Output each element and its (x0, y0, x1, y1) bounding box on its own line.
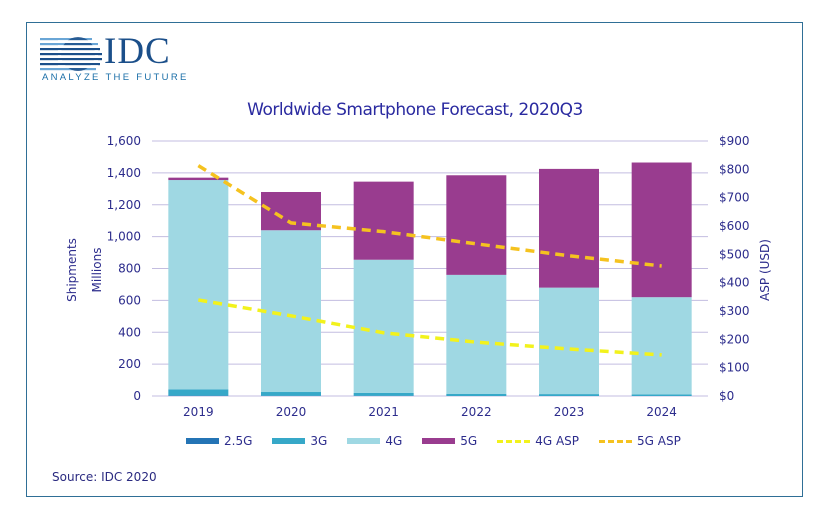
bar-4g (631, 297, 692, 395)
bar-3g (539, 394, 599, 396)
bar-5g (168, 177, 229, 181)
y-tick-label: 1,200 (107, 198, 141, 212)
legend-item-4g: 4G (347, 434, 402, 448)
logo-text: IDC (104, 31, 171, 72)
bar-3g (353, 392, 414, 396)
y2-tick-label: $0 (719, 389, 734, 403)
bar-5g (539, 168, 599, 288)
legend-item-5g: 5G (422, 434, 477, 448)
idc-logo-globe-icon (40, 37, 102, 71)
legend-item-2-5g: 2.5G (186, 434, 252, 448)
legend-swatch-4g-asp (497, 439, 531, 443)
bar-5g (353, 181, 414, 260)
x-tick-label: 2024 (646, 405, 677, 419)
legend-label: 3G (310, 434, 328, 448)
x-tick-label: 2020 (276, 405, 307, 419)
bar-4g (168, 180, 229, 390)
bar-4g (446, 274, 507, 394)
legend-label: 4G ASP (535, 434, 580, 448)
bar-5g (446, 175, 507, 275)
legend-swatch-4g (347, 438, 381, 444)
bar-4g (261, 230, 321, 393)
y2-tick-label: $300 (719, 304, 750, 318)
line-5g-asp (197, 164, 662, 268)
legend-label: 5G ASP (637, 434, 681, 448)
bar-4g (539, 287, 599, 395)
y-tick-label: 1,400 (107, 166, 141, 180)
chart-frame (26, 22, 803, 497)
legend-swatch-5g (422, 438, 456, 444)
y-tick-label: 1,000 (107, 230, 141, 244)
bar-5g (631, 162, 692, 298)
line-4g-asp (198, 298, 662, 357)
bar-3g (631, 394, 692, 396)
y2-tick-label: $700 (719, 191, 750, 205)
bar-3g (446, 393, 507, 396)
legend-label: 2.5G (224, 434, 253, 448)
x-tick-label: 2023 (554, 405, 585, 419)
legend-item-3g: 3G (272, 434, 327, 448)
x-tick-label: 2021 (368, 405, 399, 419)
y-tick-label: 400 (118, 325, 141, 339)
legend: 2.5G 3G 4G 5G 4G ASP 5G ASP (186, 434, 701, 448)
legend-swatch-5g-asp (599, 439, 633, 443)
y-tick-label: 0 (133, 389, 141, 403)
y2-tick-label: $900 (719, 134, 750, 148)
y-tick-label: 600 (118, 293, 141, 307)
legend-swatch-3g (272, 438, 306, 444)
chart-title: Worldwide Smartphone Forecast, 2020Q3 (247, 100, 583, 120)
legend-item-5g-asp: 5G ASP (599, 434, 681, 448)
y-tick-label: 800 (118, 262, 141, 276)
legend-swatch-2-5g (186, 438, 219, 444)
bar-3g (261, 392, 321, 396)
legend-label: 4G (385, 434, 403, 448)
y-axis-subtitle: Millions (90, 248, 104, 293)
y-axis-title: Shipments (65, 238, 79, 302)
y-tick-label: 1,600 (107, 134, 141, 148)
source-note: Source: IDC 2020 (52, 470, 157, 484)
y2-tick-label: $400 (719, 276, 750, 290)
logo-tagline: ANALYZE THE FUTURE (42, 72, 189, 83)
y2-tick-label: $600 (719, 219, 750, 233)
y2-tick-label: $500 (719, 247, 750, 261)
x-tick-label: 2022 (461, 405, 492, 419)
y2-tick-label: $100 (719, 361, 750, 375)
legend-label: 5G (460, 434, 478, 448)
legend-item-4g-asp: 4G ASP (497, 434, 579, 448)
y2-tick-label: $800 (719, 162, 750, 176)
x-tick-label: 2019 (183, 405, 214, 419)
bar-4g (353, 259, 414, 393)
y-tick-label: 200 (118, 357, 141, 371)
bar-3g (168, 389, 229, 396)
y2-axis-title: ASP (USD) (758, 239, 772, 301)
y2-tick-label: $200 (719, 332, 750, 346)
